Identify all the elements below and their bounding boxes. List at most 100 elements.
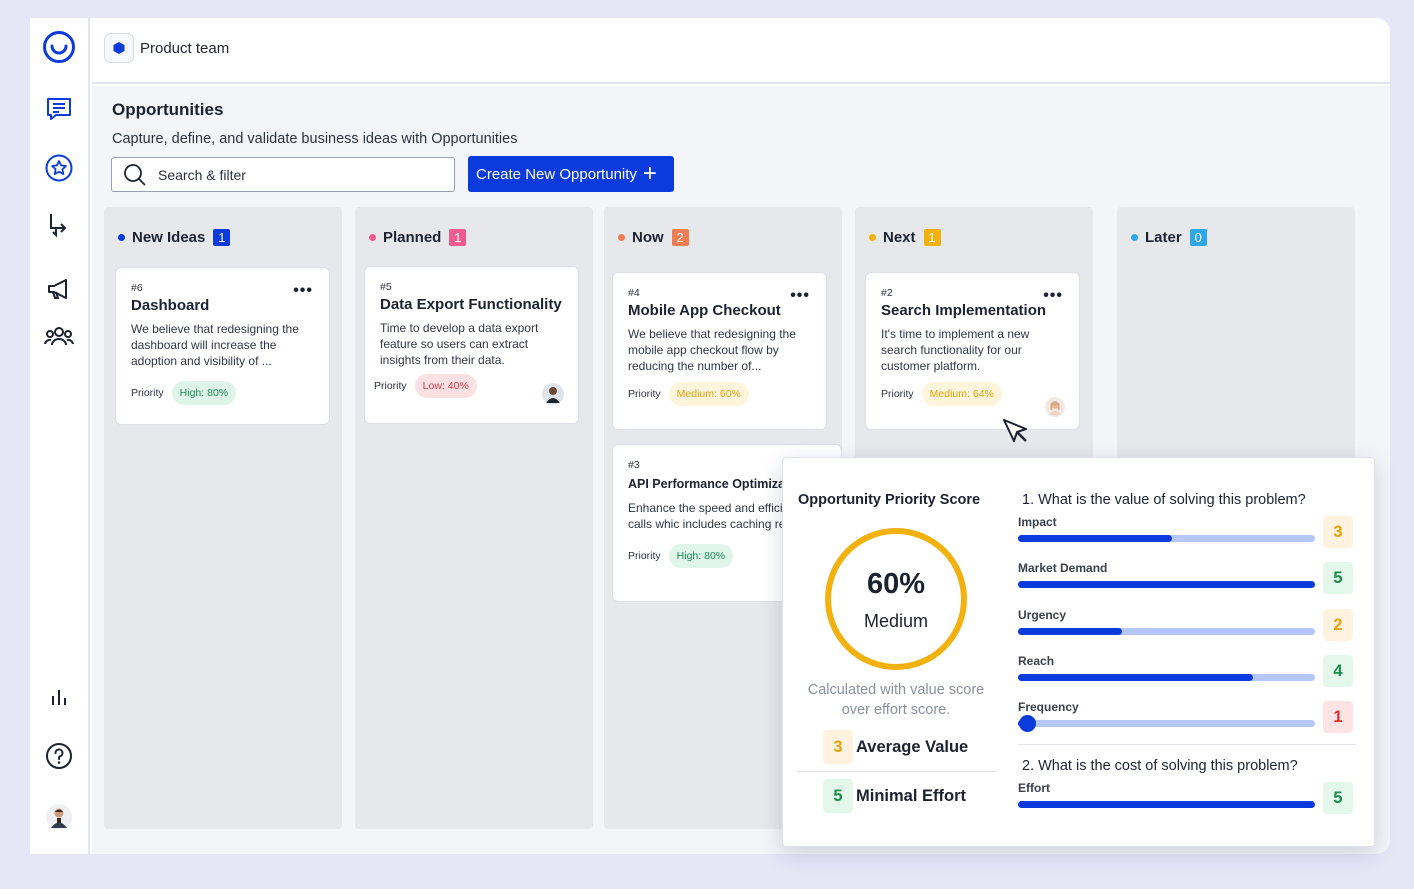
sidebar-rail (30, 18, 90, 854)
help-icon[interactable] (42, 739, 76, 773)
metric-name: Reach (1018, 654, 1055, 668)
assignee-avatar[interactable] (542, 383, 564, 405)
analytics-icon[interactable] (42, 680, 76, 714)
more-options-icon[interactable]: ••• (293, 282, 313, 299)
card-title: Mobile App Checkout (628, 302, 781, 319)
minimal-effort-score: 5 (823, 779, 853, 813)
priority-score-popup: Opportunity Priority Score 60% Medium Ca… (782, 457, 1375, 847)
value-question: 1. What is the value of solving this pro… (1022, 492, 1306, 508)
create-opportunity-button[interactable]: Create New Opportunity + (468, 156, 674, 192)
opportunity-card[interactable]: #2 Search Implementation ••• It's time t… (865, 272, 1080, 430)
priority-badge: High: 80% (171, 381, 237, 405)
cost-question: 2. What is the cost of solving this prob… (1022, 758, 1298, 774)
card-description: We believe that redesigning the mobile a… (628, 327, 796, 373)
card-description: We believe that redesigning the dashboar… (131, 322, 299, 368)
column-count: 1 (449, 229, 467, 246)
opportunity-card[interactable]: #4 Mobile App Checkout ••• We believe th… (612, 272, 827, 430)
status-dot (618, 234, 625, 241)
team-name[interactable]: Product team (140, 40, 230, 57)
search-icon (124, 163, 146, 186)
metric-frequency[interactable]: Frequency 1 (1018, 700, 1356, 733)
metric-slider[interactable] (1018, 715, 1315, 732)
card-number: #5 (380, 281, 392, 293)
metric-score: 3 (1323, 516, 1353, 548)
priority-badge: High: 80% (668, 544, 734, 568)
cube-icon (113, 42, 125, 54)
opportunity-card[interactable]: #5 Data Export Functionality Time to dev… (364, 266, 579, 424)
status-dot (369, 234, 376, 241)
calc-note: Calculated with value score over effort … (807, 682, 985, 718)
score-title: Opportunity Priority Score (798, 492, 981, 508)
metric-score: 4 (1323, 655, 1353, 687)
metric-name: Effort (1018, 781, 1050, 795)
top-bar: Product team (92, 18, 1390, 84)
page-title: Opportunities (112, 100, 224, 119)
star-icon[interactable] (42, 151, 76, 185)
priority-label: Priority (628, 388, 661, 400)
card-number: #2 (881, 287, 893, 299)
priority-label: Priority (374, 380, 407, 392)
team-icon[interactable] (42, 320, 76, 354)
metric-slider[interactable] (1018, 801, 1315, 808)
metric-reach[interactable]: Reach 4 (1018, 654, 1356, 687)
metric-score: 1 (1323, 701, 1353, 733)
metric-market-demand[interactable]: Market Demand 5 (1018, 561, 1356, 594)
metric-score: 5 (1323, 782, 1353, 814)
metric-urgency[interactable]: Urgency 2 (1018, 608, 1356, 641)
plus-icon: + (642, 160, 657, 187)
metric-slider[interactable] (1018, 535, 1315, 542)
metric-score: 2 (1323, 609, 1353, 641)
column-title: Later (1145, 229, 1182, 246)
column-count: 1 (923, 229, 941, 246)
card-description: It's time to implement a new search func… (881, 327, 1030, 373)
slider-handle[interactable] (1018, 715, 1036, 732)
opportunity-card[interactable]: #6 Dashboard ••• We believe that redesig… (115, 267, 330, 425)
metric-impact[interactable]: Impact 3 (1018, 515, 1356, 548)
status-dot (118, 234, 125, 241)
card-number: #3 (628, 459, 640, 471)
minimal-effort-label: Minimal Effort (856, 786, 966, 805)
column-count: 1 (213, 229, 231, 246)
team-selector[interactable] (104, 33, 134, 63)
page-subtitle: Capture, define, and validate business i… (112, 131, 518, 147)
card-number: #4 (628, 287, 640, 299)
priority-label: Priority (881, 388, 914, 400)
score-percent: 60% (866, 568, 926, 600)
more-options-icon[interactable]: ••• (790, 287, 810, 304)
average-value-row: 3 Average Value (823, 730, 968, 764)
card-title: Dashboard (131, 297, 210, 314)
user-avatar[interactable] (42, 800, 76, 834)
card-number: #6 (131, 282, 143, 294)
column-title: New Ideas (132, 229, 206, 246)
metric-name: Frequency (1018, 700, 1079, 714)
average-value-score: 3 (823, 730, 853, 764)
feedback-icon[interactable] (42, 92, 76, 126)
priority-label: Priority (131, 387, 164, 399)
priority-badge: Medium: 60% (668, 382, 749, 406)
roadmap-icon[interactable] (42, 208, 76, 242)
column-count: 2 (671, 229, 689, 246)
metric-slider[interactable] (1018, 628, 1315, 635)
metric-slider[interactable] (1018, 674, 1315, 681)
more-options-icon[interactable]: ••• (1043, 287, 1063, 304)
metric-slider[interactable] (1018, 581, 1315, 588)
create-opportunity-label: Create New Opportunity (476, 165, 637, 183)
column-new-ideas: New Ideas 1 #6 Dashboard ••• We believe … (104, 207, 342, 829)
status-dot (869, 234, 876, 241)
divider (1018, 744, 1356, 745)
card-title: API Performance Optimiza (628, 477, 785, 491)
minimal-effort-row: 5 Minimal Effort (823, 779, 966, 813)
score-ring: 60% Medium (825, 528, 967, 670)
card-title: Search Implementation (881, 302, 1047, 319)
megaphone-icon[interactable] (42, 272, 76, 306)
metric-effort[interactable]: Effort 5 (1018, 781, 1356, 814)
search-input[interactable]: Search & filter (111, 157, 455, 192)
card-title: Data Export Functionality (380, 296, 562, 313)
average-value-label: Average Value (856, 737, 969, 756)
column-count: 0 (1189, 229, 1207, 246)
assignee-avatar[interactable] (1045, 397, 1065, 417)
status-dot (1131, 234, 1138, 241)
metric-name: Impact (1018, 515, 1057, 529)
logo-icon[interactable] (42, 30, 76, 64)
divider (797, 771, 996, 772)
